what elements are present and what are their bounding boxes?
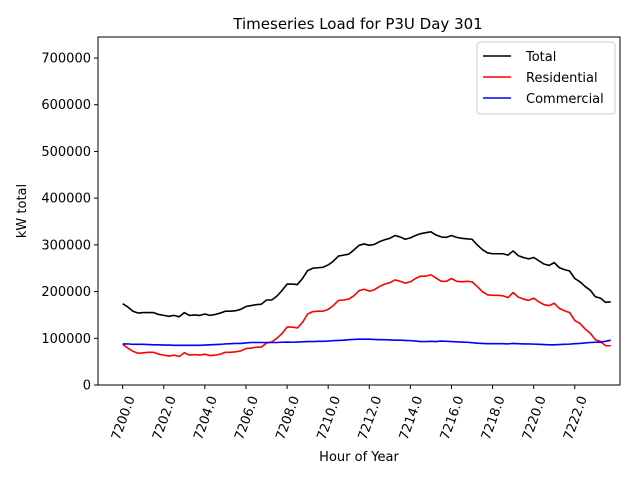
y-axis: 0 100000 200000 300000 400000 500000 600000 700… bbox=[41, 52, 98, 394]
plot-area bbox=[97, 36, 621, 386]
y-tick-label: 300000 bbox=[41, 238, 91, 253]
y-axis-label: kW total bbox=[15, 184, 30, 238]
chart-title: Timeseries Load for P3U Day 301 bbox=[232, 15, 482, 33]
series-line-total bbox=[122, 230, 611, 318]
series-layer bbox=[122, 230, 611, 358]
y-tick-label: 0 bbox=[83, 379, 91, 394]
y-tick-label: 100000 bbox=[41, 332, 91, 347]
y-tick-label: 600000 bbox=[41, 98, 91, 113]
legend-label-commercial: Commercial bbox=[526, 92, 604, 107]
legend-label-residential: Residential bbox=[526, 71, 598, 86]
y-tick-label: 200000 bbox=[41, 285, 91, 300]
legend-box bbox=[476, 41, 616, 115]
plot-frame bbox=[97, 36, 621, 386]
legend-label-total: Total bbox=[525, 50, 556, 65]
series-line-commercial bbox=[122, 338, 611, 347]
y-tick-label: 400000 bbox=[41, 192, 91, 207]
legend: Total Residential Commercial bbox=[476, 41, 616, 115]
x-axis-label: Hour of Year bbox=[319, 450, 399, 465]
series-line-residential bbox=[122, 273, 611, 358]
y-tick-label: 500000 bbox=[41, 145, 91, 160]
y-tick-label: 700000 bbox=[41, 52, 91, 67]
